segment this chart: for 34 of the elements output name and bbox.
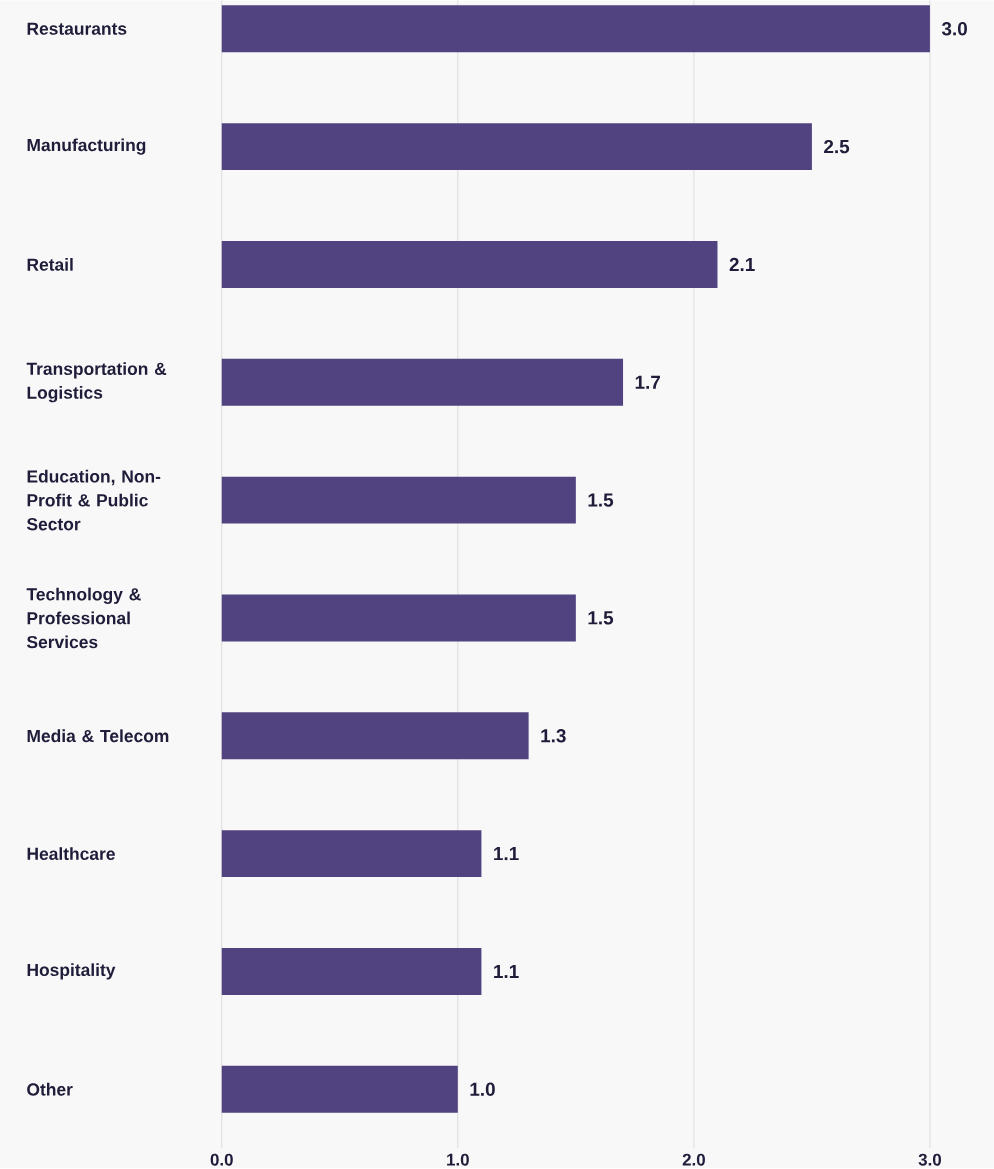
x-tick-label: 0.0	[210, 1153, 233, 1166]
bar	[221, 476, 576, 524]
x-tick-label: 1.0	[447, 1153, 469, 1166]
x-tick-label: 3.0	[918, 1153, 942, 1166]
bar	[221, 240, 718, 288]
data-label: 1.1	[494, 847, 519, 861]
data-label: 1.3	[541, 729, 566, 743]
data-label: 2.5	[824, 139, 850, 154]
y-tick-label: Education, Non-Profit & Public Sector	[27, 469, 161, 531]
y-tick-label: Healthcare	[27, 847, 115, 860]
y-tick-label: Transportation & Logistics	[26, 362, 167, 403]
y-tick-label: Hospitality	[27, 963, 116, 980]
y-tick-label: Manufacturing	[27, 138, 146, 155]
bar	[221, 5, 931, 53]
data-label: 1.5	[588, 611, 614, 625]
bar	[221, 830, 482, 878]
data-label: 1.5	[588, 493, 614, 507]
y-tick-label: Technology & Professional Services	[26, 587, 141, 649]
y-tick-label: Retail	[27, 258, 73, 271]
bar	[221, 1065, 458, 1113]
bar	[221, 123, 812, 171]
y-tick-label: Other	[27, 1082, 73, 1096]
y-tick-label: Restaurants	[27, 22, 127, 35]
data-label: 3.0	[941, 22, 968, 36]
bar	[221, 712, 529, 760]
bar	[221, 358, 624, 406]
bar	[221, 947, 482, 995]
x-tick-label: 2.0	[682, 1153, 706, 1166]
data-label: 2.1	[729, 257, 755, 272]
data-label: 1.1	[494, 964, 519, 978]
data-label: 1.0	[470, 1082, 495, 1096]
bar	[221, 594, 576, 642]
data-label: 1.7	[635, 375, 661, 389]
y-tick-label: Media & Telecom	[27, 729, 169, 743]
